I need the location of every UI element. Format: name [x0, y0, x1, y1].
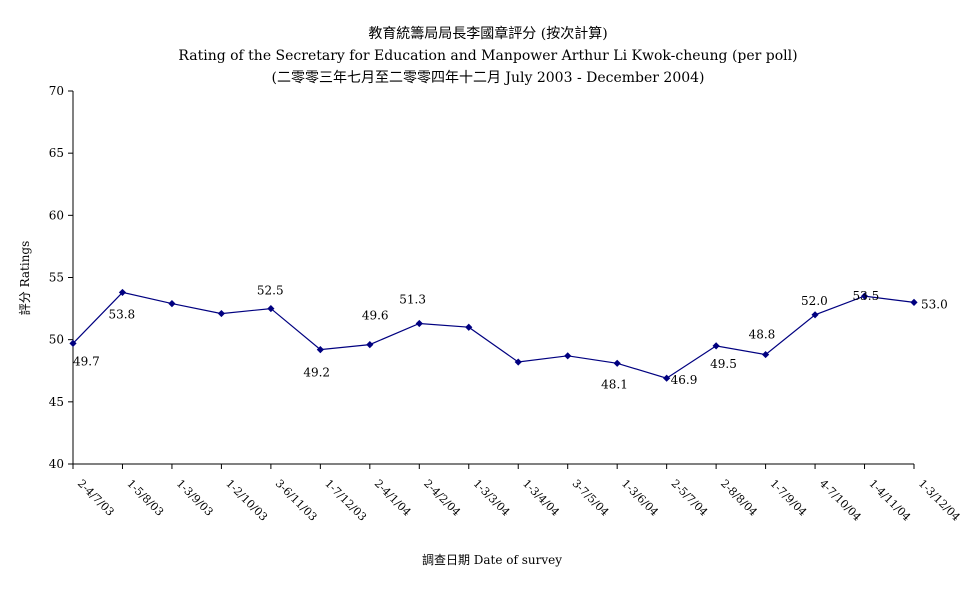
data-point-marker	[663, 374, 671, 382]
data-label: 49.6	[362, 309, 389, 323]
x-tick-label: 1-5/8/03	[124, 477, 166, 519]
data-label: 53.8	[108, 307, 135, 321]
x-tick-label: 2-4/7/03	[75, 477, 117, 519]
x-tick-label: 3-6/11/03	[273, 477, 320, 524]
data-point-marker	[910, 298, 918, 306]
x-tick-label: 2-4/2/04	[421, 477, 463, 519]
chart-title: 教育統籌局局長李國章評分 (按次計算)	[368, 25, 607, 42]
x-tick-label: 2-5/7/04	[669, 477, 711, 519]
data-point-marker	[860, 292, 869, 300]
series-line	[72, 291, 915, 379]
data-label: 49.5	[710, 357, 737, 371]
x-tick-label: 1-4/11/04	[866, 477, 913, 524]
data-point-marker	[465, 323, 473, 331]
x-tick-label: 1-3/9/03	[174, 477, 216, 519]
x-tick-label: 1-3/4/04	[520, 477, 562, 519]
x-tick-label: 1-2/10/03	[223, 477, 270, 524]
y-tick-label: 45	[49, 395, 64, 409]
data-label: 48.8	[749, 328, 776, 342]
data-point-marker	[217, 309, 226, 318]
data-point-marker	[316, 346, 324, 354]
chart-subtitle: Rating of the Secretary for Education an…	[178, 48, 797, 64]
y-tick-label: 65	[49, 146, 64, 160]
data-point-marker	[811, 311, 819, 319]
data-point-marker	[613, 359, 621, 367]
y-tick-label: 55	[49, 271, 64, 285]
y-tick-label: 60	[49, 208, 64, 222]
data-label: 46.9	[671, 373, 698, 387]
x-tick-label: 1-7/12/03	[322, 477, 369, 524]
x-tick-label: 2-8/8/04	[718, 477, 760, 519]
data-label: 53.5	[853, 289, 880, 303]
data-label: 52.0	[801, 294, 828, 308]
x-axis-title: 調查日期 Date of survey	[422, 553, 562, 567]
x-tick-label: 1-3/12/04	[916, 477, 963, 524]
data-label: 49.2	[303, 366, 330, 380]
data-point-marker	[168, 300, 176, 308]
data-point-marker	[712, 342, 720, 350]
data-point-marker	[118, 288, 127, 297]
data-label: 49.7	[73, 354, 100, 368]
x-tick-label: 1-3/3/04	[471, 477, 513, 519]
x-tick-label: 1-7/9/04	[767, 477, 809, 519]
data-point-marker	[564, 352, 572, 360]
data-point-marker	[267, 304, 275, 313]
data-point-marker	[514, 358, 522, 366]
data-point-marker	[415, 319, 423, 328]
x-tick-label: 2-4/1/04	[372, 477, 414, 519]
y-tick-label: 70	[49, 84, 64, 98]
x-tick-label: 1-3/6/04	[619, 477, 661, 519]
data-point-marker	[366, 341, 374, 349]
chart-subtitle-period: (二零零三年七月至二零零四年十二月 July 2003 - December 2…	[271, 70, 704, 86]
x-tick-label: 4-7/10/04	[817, 477, 864, 524]
y-tick-label: 50	[49, 333, 64, 347]
x-tick-label: 3-7/5/04	[570, 477, 612, 519]
data-label: 52.5	[257, 284, 284, 298]
y-axis-title: 評分 Ratings	[17, 241, 32, 316]
data-point-marker	[69, 339, 77, 347]
data-label: 53.0	[921, 297, 948, 311]
y-tick-label: 40	[49, 457, 64, 471]
data-label: 48.1	[601, 377, 628, 391]
data-point-marker	[761, 350, 770, 359]
data-label: 51.3	[399, 293, 426, 307]
